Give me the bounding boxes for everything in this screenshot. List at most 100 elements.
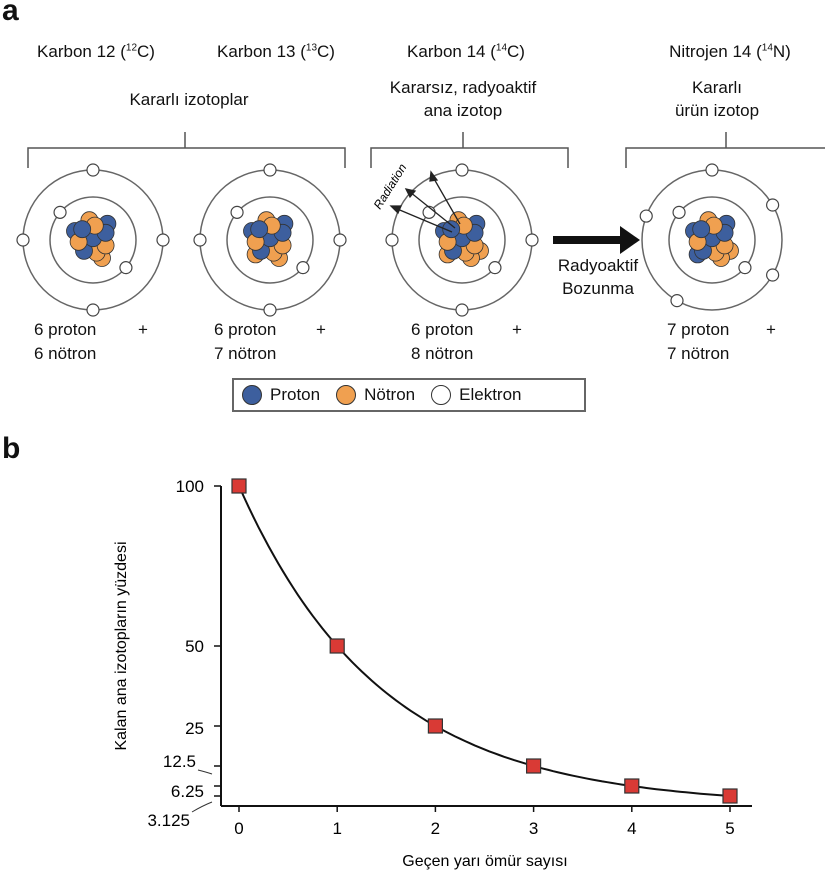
atom-karbon-14	[385, 163, 539, 317]
y-tick-leader	[191, 801, 213, 813]
c12-neutron-count: 6 nötron	[34, 344, 97, 363]
x-tick-label: 5	[725, 819, 734, 838]
y-tick-label: 3.125	[147, 811, 190, 830]
legend-proton-label: Proton	[270, 385, 321, 404]
electron	[525, 233, 539, 247]
y-tick-label: 50	[185, 637, 204, 656]
x-tick-label: 3	[529, 819, 538, 838]
legend-electron: Elektron	[431, 385, 522, 405]
electron	[193, 233, 207, 247]
c13-proton-count: 6 proton	[214, 320, 277, 339]
c14-plus: +	[512, 320, 522, 339]
electron	[705, 163, 719, 177]
y-tick-label: 25	[185, 719, 204, 738]
atom-nitrojen-14	[639, 163, 783, 311]
proton	[692, 220, 711, 239]
electron	[738, 261, 752, 275]
group-product-label-2: ürün izotop	[674, 101, 760, 120]
proton	[250, 220, 269, 239]
electron	[16, 233, 30, 247]
group-stable-label: Kararlı izotoplar	[129, 90, 249, 109]
electron	[156, 233, 170, 247]
decay-arrow	[553, 226, 640, 254]
decay-curve	[238, 485, 731, 797]
legend-proton: Proton	[242, 385, 320, 405]
bracket-parent	[370, 132, 569, 168]
electron	[455, 163, 469, 177]
panel-b-label: b	[2, 432, 21, 465]
n14-plus: +	[766, 320, 776, 339]
electron	[53, 205, 67, 219]
panel-a-label: a	[2, 0, 19, 27]
isotope-title-c13: Karbon 13 (13C)	[217, 42, 335, 61]
bracket-stable	[27, 132, 346, 168]
y-tick-leader	[197, 769, 213, 775]
decay-label-2: Bozunma	[562, 279, 634, 298]
c13-neutron-count: 7 nötron	[214, 344, 277, 363]
legend: Proton Nötron Elektron	[232, 378, 586, 412]
n14-neutron-count: 7 nötron	[667, 344, 730, 363]
electron	[86, 303, 100, 317]
data-point	[427, 718, 443, 734]
y-tick-label: 6.25	[171, 782, 204, 801]
n14-proton-count: 7 proton	[667, 320, 730, 339]
inner-shell	[226, 196, 314, 284]
inner-shell	[418, 196, 506, 284]
electron	[263, 163, 277, 177]
x-axis-label: Geçen yarı ömür sayısı	[402, 853, 567, 870]
legend-neutron-label: Nötron	[364, 385, 416, 404]
isotope-title-n14: Nitrojen 14 (14N)	[669, 42, 791, 61]
electron	[455, 303, 469, 317]
proton	[442, 220, 461, 239]
electron	[333, 233, 347, 247]
group-brackets	[27, 132, 825, 168]
electron	[766, 268, 780, 282]
data-point	[231, 478, 247, 494]
legend-electron-label: Elektron	[459, 385, 522, 404]
electron	[488, 261, 502, 275]
inner-shell	[49, 196, 137, 284]
proton	[73, 220, 92, 239]
electron	[422, 205, 436, 219]
x-tick-label: 0	[234, 819, 243, 838]
electron	[672, 205, 686, 219]
decay-chart: 0 1 2 3 4 5 100 50 25 12.5 6.25 3.125 Geçen yarı ömü…	[113, 477, 752, 870]
electron	[230, 205, 244, 219]
electron	[86, 163, 100, 177]
data-point	[624, 778, 640, 794]
electron	[296, 261, 310, 275]
electron	[639, 209, 653, 223]
proton-swatch	[242, 385, 262, 405]
group-product-label-1: Kararlı	[691, 78, 743, 97]
decay-label-1: Radyoaktif	[557, 256, 639, 275]
atom-karbon-13	[193, 163, 347, 317]
radiation-arrows	[389, 170, 461, 233]
y-axis-label: Kalan ana izotopların yüzdesi	[113, 541, 130, 750]
electron	[766, 198, 780, 212]
c12-proton-count: 6 proton	[34, 320, 97, 339]
atom-karbon-12	[16, 163, 170, 317]
c14-proton-count: 6 proton	[411, 320, 474, 339]
x-tick-label: 4	[627, 819, 636, 838]
electron	[385, 233, 399, 247]
radiation-label: Radiation	[371, 161, 410, 212]
data-point	[722, 788, 738, 804]
electron-swatch	[431, 385, 452, 405]
group-parent-label-1: Kararsız, radyoaktif	[389, 78, 537, 97]
y-tick-label: 100	[176, 477, 204, 496]
c12-plus: +	[138, 320, 148, 339]
data-point	[525, 758, 542, 774]
inner-shell	[668, 196, 756, 284]
neutron-swatch	[336, 385, 357, 405]
c13-plus: +	[316, 320, 326, 339]
isotope-title-c14: Karbon 14 (14C)	[407, 42, 525, 61]
c14-neutron-count: 8 nötron	[411, 344, 474, 363]
legend-neutron: Nötron	[336, 385, 415, 405]
isotope-title-c12: Karbon 12 (12C)	[37, 42, 155, 61]
y-tick-label: 12.5	[163, 752, 196, 771]
x-tick-label: 1	[332, 819, 341, 838]
electron	[670, 294, 684, 308]
electron	[263, 303, 277, 317]
group-parent-label-2: ana izotop	[423, 101, 503, 120]
